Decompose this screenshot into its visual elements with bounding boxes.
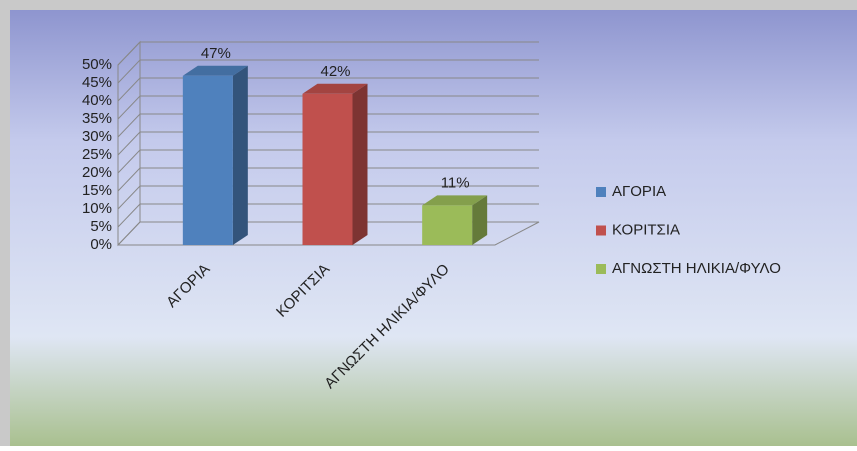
bar-side — [232, 65, 248, 245]
y-tick-label: 50% — [82, 56, 112, 73]
y-tick-label: 10% — [82, 200, 112, 217]
legend-label: ΚΟΡΙΤΣΙΑ — [612, 221, 680, 238]
data-label: 42% — [320, 63, 350, 80]
grid-line — [117, 149, 539, 174]
grid-line — [117, 77, 539, 102]
grid-line — [117, 59, 539, 84]
y-tick-label: 30% — [82, 128, 112, 145]
y-tick-label: 40% — [82, 92, 112, 109]
legend-swatch — [596, 225, 606, 236]
bar-top — [422, 195, 488, 206]
bar-top — [302, 83, 368, 94]
bar-side — [472, 195, 488, 245]
grid-line — [117, 185, 539, 210]
legend-swatch — [596, 264, 606, 274]
bar — [422, 205, 473, 245]
y-tick-label: 25% — [82, 146, 112, 163]
bar — [182, 75, 233, 245]
grid-line — [117, 131, 539, 156]
y-tick-label: 0% — [90, 236, 112, 253]
legend-label: ΑΓΝΩΣΤΗ ΗΛΙΚΙΑ/ΦΥΛΟ — [612, 260, 781, 277]
bar-top — [182, 65, 248, 76]
legend-swatch — [596, 187, 606, 197]
grid-line — [117, 221, 539, 246]
y-tick-label: 20% — [82, 164, 112, 181]
y-tick-label: 15% — [82, 182, 112, 199]
y-tick-label: 45% — [82, 74, 112, 91]
y-tick-label: 35% — [82, 110, 112, 127]
y-tick-label: 5% — [90, 218, 112, 235]
bar — [302, 93, 353, 245]
data-label: 47% — [201, 45, 231, 62]
grid-line — [117, 203, 539, 228]
grid-line — [117, 167, 539, 192]
grid-line — [117, 41, 539, 66]
legend-label: ΑΓΟΡΙΑ — [612, 183, 666, 200]
bar-side — [352, 83, 368, 245]
grid-line — [117, 95, 539, 120]
grid-line — [117, 113, 539, 138]
data-label: 11% — [441, 174, 470, 191]
